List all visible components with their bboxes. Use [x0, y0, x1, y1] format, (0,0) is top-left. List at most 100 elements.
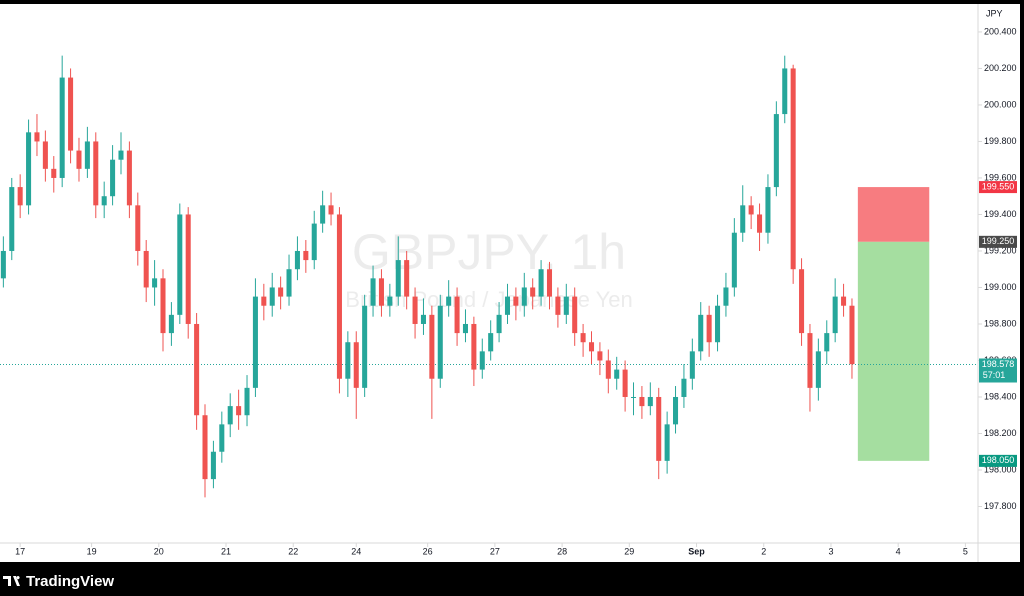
candle-body	[588, 342, 595, 352]
y-tick-label: 200.200	[984, 63, 1017, 73]
candle-body	[782, 68, 788, 115]
candle-body	[168, 314, 174, 334]
candle-body	[160, 278, 166, 334]
candle-body	[252, 296, 258, 388]
candle-body	[656, 396, 662, 461]
candle-body	[412, 296, 418, 324]
candle-body	[353, 342, 359, 388]
target-zone	[857, 241, 930, 461]
candle-body	[815, 351, 821, 388]
candle-body	[404, 260, 410, 297]
candle-body	[630, 396, 637, 398]
candle-body	[832, 296, 838, 334]
candle-body	[126, 150, 132, 206]
candle-body	[580, 333, 586, 343]
candle-body	[622, 369, 628, 397]
brand: TradingView	[26, 573, 114, 590]
y-tick-label: 199.600	[984, 172, 1017, 182]
stop-label-box	[979, 181, 1017, 194]
candle-body	[488, 333, 494, 352]
candle-body	[555, 296, 561, 315]
candle-body	[748, 205, 754, 215]
x-tick-label: 26	[423, 546, 433, 556]
candle-body	[664, 424, 670, 461]
candle-body	[597, 351, 603, 361]
last-price-box	[979, 358, 1017, 383]
candle-body	[93, 141, 99, 206]
candle-body	[681, 378, 687, 397]
x-tick-label: 21	[221, 546, 231, 556]
last-price-label: 198.578	[982, 359, 1015, 369]
x-tick-label: 19	[87, 546, 97, 556]
candle-body	[723, 287, 729, 306]
candle-body	[673, 396, 679, 425]
x-tick-label: 17	[15, 546, 25, 556]
countdown: 57:01	[983, 370, 1006, 380]
y-tick-label: 200.400	[984, 26, 1017, 36]
candle-body	[269, 287, 275, 306]
currency: JPY	[986, 8, 1003, 18]
x-tick-label: 22	[288, 546, 298, 556]
x-tick-label: Sep	[688, 546, 705, 556]
candle-body	[336, 214, 342, 379]
candle-body	[152, 278, 158, 288]
candle-body	[101, 196, 107, 206]
candle-body	[757, 214, 763, 233]
candle-body	[420, 314, 426, 324]
candle-body	[530, 287, 536, 297]
candle-body	[479, 351, 485, 370]
candle-body	[807, 333, 813, 388]
candle-body	[765, 187, 771, 233]
candle-body	[429, 314, 435, 379]
candle-body	[261, 296, 267, 306]
watermark-title: GBPJPY, 1h	[352, 224, 626, 280]
candle-body	[320, 205, 326, 224]
candle-body	[563, 296, 569, 315]
candle-body	[773, 114, 779, 188]
x-tick-label: 5	[963, 546, 968, 556]
candle-body	[362, 305, 368, 388]
candle-body	[639, 396, 645, 407]
candle-body	[799, 269, 805, 334]
candle-body	[17, 187, 23, 206]
candle-body	[219, 424, 225, 452]
candle-body	[194, 323, 200, 416]
candle-body	[387, 296, 393, 306]
candle-body	[328, 205, 334, 215]
y-tick-label: 198.800	[984, 318, 1017, 328]
candle-body	[715, 305, 721, 343]
candle-body	[395, 260, 401, 297]
watermark-subtitle: British Pound / Japanese Yen	[345, 287, 632, 312]
candle-body	[311, 223, 317, 261]
entry-label: 199.250	[982, 236, 1015, 246]
candle-body	[143, 250, 149, 288]
x-tick-label: 4	[896, 546, 901, 556]
y-tick-label: 199.400	[984, 209, 1017, 219]
candle-body	[278, 287, 284, 297]
footer-logo	[3, 576, 20, 586]
chart-area	[0, 4, 1020, 562]
stop-label: 199.550	[982, 181, 1015, 191]
y-tick-label: 199.200	[984, 245, 1017, 255]
candle-body	[689, 351, 695, 379]
y-tick-label: 200.000	[984, 99, 1017, 109]
target-label: 198.050	[982, 455, 1015, 465]
candle-body	[118, 150, 124, 160]
candle-body	[42, 141, 48, 169]
entry-label-box	[979, 235, 1017, 248]
candle-body	[0, 250, 6, 279]
target-label-box	[979, 454, 1017, 467]
candle-body	[26, 132, 32, 206]
candle-body	[706, 314, 712, 343]
x-tick-label: 24	[351, 546, 361, 556]
x-tick-label: 20	[154, 546, 164, 556]
candle-body	[731, 232, 737, 288]
candle-body	[227, 406, 233, 425]
x-tick-label: 2	[761, 546, 766, 556]
candle-body	[513, 296, 519, 306]
candle-body	[345, 342, 351, 379]
candle-body	[9, 187, 15, 251]
candle-body	[698, 314, 704, 352]
candle-body	[614, 369, 620, 379]
